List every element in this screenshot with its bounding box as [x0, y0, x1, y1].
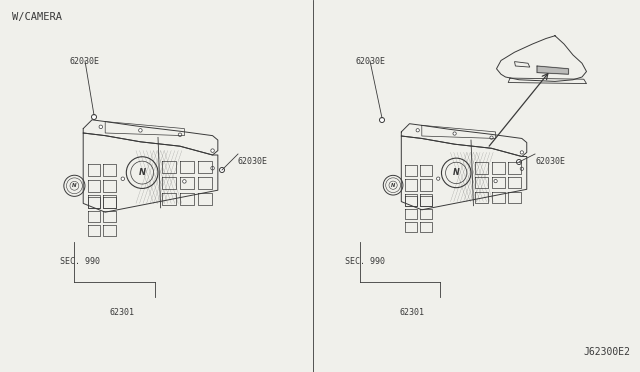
Text: 62030E: 62030E [535, 157, 565, 166]
Text: N: N [139, 168, 146, 177]
Circle shape [99, 125, 102, 129]
Circle shape [520, 167, 524, 170]
Text: W/CAMERA: W/CAMERA [12, 12, 62, 22]
Polygon shape [537, 66, 568, 74]
Circle shape [92, 115, 97, 119]
Text: J62300E2: J62300E2 [583, 347, 630, 357]
Text: 62301: 62301 [110, 308, 135, 317]
Text: SEC. 990: SEC. 990 [345, 257, 385, 266]
Text: 62030E: 62030E [355, 57, 385, 66]
Circle shape [211, 149, 214, 153]
Circle shape [211, 166, 214, 170]
Text: N: N [391, 183, 396, 188]
Text: N: N [72, 183, 77, 188]
Circle shape [139, 129, 142, 132]
Circle shape [520, 151, 524, 154]
Circle shape [178, 133, 182, 137]
Circle shape [494, 179, 497, 183]
Text: 62301: 62301 [400, 308, 425, 317]
Circle shape [453, 132, 456, 135]
Circle shape [490, 136, 493, 139]
Circle shape [416, 129, 419, 132]
Circle shape [380, 118, 385, 122]
Circle shape [516, 160, 522, 164]
Text: 62030E: 62030E [70, 57, 100, 66]
Text: N: N [453, 169, 460, 177]
Text: 62030E: 62030E [238, 157, 268, 166]
Circle shape [182, 180, 186, 183]
Circle shape [121, 177, 125, 180]
Circle shape [436, 177, 440, 180]
Text: SEC. 990: SEC. 990 [60, 257, 100, 266]
Circle shape [220, 167, 225, 173]
